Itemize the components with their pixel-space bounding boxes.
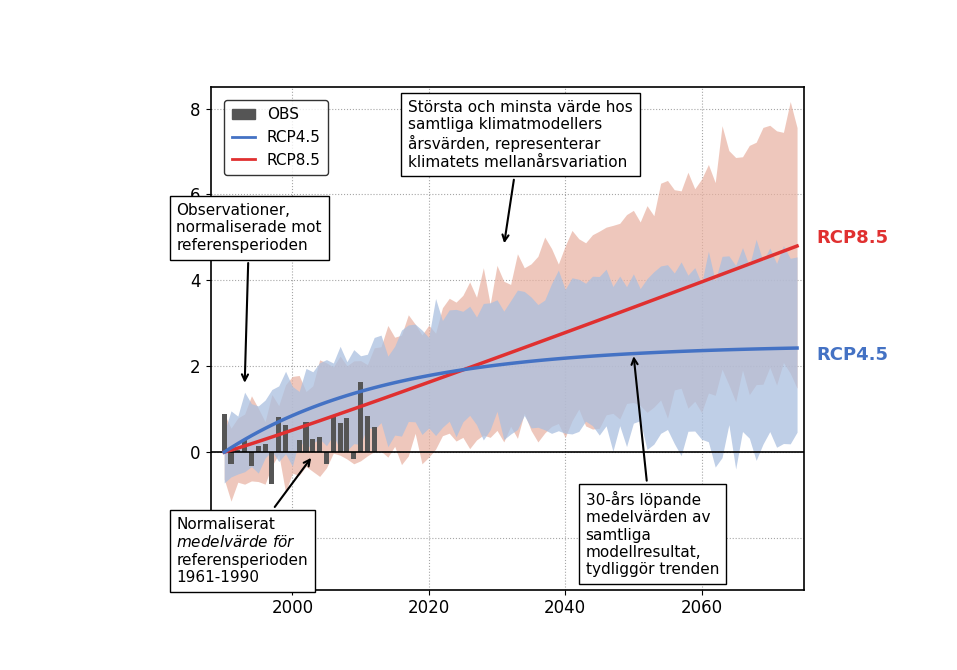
Bar (351, 452, 356, 459)
Text: 30-års löpande
medelvärden av
samtliga
modellresultat,
tydliggör trenden: 30-års löpande medelvärden av samtliga m… (586, 358, 719, 578)
Bar (371, 427, 377, 452)
Text: Största och minsta värde hos
samtliga klimatmodellers
årsvärden, representerar
k: Största och minsta värde hos samtliga kl… (409, 100, 634, 241)
Bar (222, 414, 227, 452)
Bar (331, 415, 336, 452)
Bar (283, 425, 288, 452)
Bar (235, 450, 240, 452)
Bar (317, 437, 323, 452)
Bar (256, 446, 261, 452)
Bar (242, 440, 247, 452)
Bar (310, 439, 316, 452)
Bar (365, 416, 370, 452)
Text: RCP8.5: RCP8.5 (816, 229, 888, 247)
Legend: OBS, RCP4.5, RCP8.5: OBS, RCP4.5, RCP8.5 (224, 100, 328, 176)
Text: Observationer,
normaliserade mot
referensperioden: Observationer, normaliserade mot referen… (176, 203, 322, 381)
Bar (262, 444, 268, 452)
Bar (297, 440, 301, 452)
Bar (323, 452, 329, 464)
Bar (269, 452, 275, 484)
Bar (303, 423, 308, 452)
Text: RCP4.5: RCP4.5 (816, 346, 888, 364)
Bar (249, 452, 254, 466)
Bar (229, 452, 234, 464)
Bar (358, 382, 363, 452)
Bar (277, 417, 281, 452)
Bar (338, 423, 343, 452)
Text: Normaliserat
$\it{medelvärde\ för}$
referensperioden
1961-1990: Normaliserat $\it{medelvärde\ för}$ refe… (176, 460, 310, 585)
Bar (345, 418, 349, 452)
